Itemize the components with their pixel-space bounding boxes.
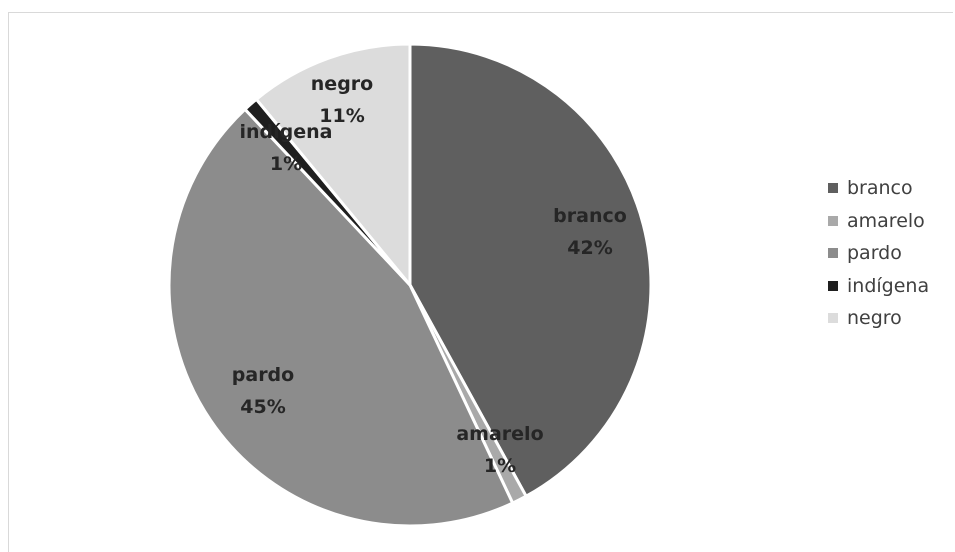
legend-swatch <box>828 248 838 259</box>
legend-label: indígena <box>847 274 930 297</box>
data-label-percent: 1% <box>484 455 516 477</box>
data-label-category: indígena <box>240 121 333 143</box>
data-label-category: pardo <box>232 364 294 386</box>
data-label-amarelo: amarelo 1% <box>456 423 543 477</box>
pie-slice-negro <box>254 42 412 287</box>
legend-swatch <box>828 215 838 226</box>
data-label-branco: branco 42% <box>553 205 627 259</box>
pie-slice-branco <box>408 42 653 498</box>
pie-slice-pardo <box>167 107 515 528</box>
legend-label: negro <box>847 307 902 330</box>
data-label-percent: 11% <box>319 105 364 127</box>
legend-label: branco <box>847 177 913 200</box>
legend-swatch <box>828 280 838 291</box>
data-label-percent: 42% <box>567 237 612 259</box>
legend-label: amarelo <box>847 209 925 232</box>
data-label-negro: negro 11% <box>311 73 373 127</box>
chart-legend: branco amarelo pardo indígena negro <box>828 172 929 335</box>
data-label-category: amarelo <box>456 423 543 445</box>
legend-item-branco: branco <box>828 172 929 205</box>
data-label-percent: 1% <box>270 153 302 175</box>
legend-item-negro: negro <box>828 302 929 335</box>
data-label-indígena: indígena 1% <box>240 121 333 175</box>
legend-item-amarelo: amarelo <box>828 205 929 238</box>
legend-item-pardo: pardo <box>828 237 929 270</box>
data-label-pardo: pardo 45% <box>232 364 294 418</box>
legend-label: pardo <box>847 242 902 265</box>
data-label-category: negro <box>311 73 373 95</box>
data-label-category: branco <box>553 205 627 227</box>
legend-swatch <box>828 313 838 324</box>
data-label-percent: 45% <box>240 396 285 418</box>
legend-swatch <box>828 183 838 194</box>
legend-item-indígena: indígena <box>828 270 929 303</box>
